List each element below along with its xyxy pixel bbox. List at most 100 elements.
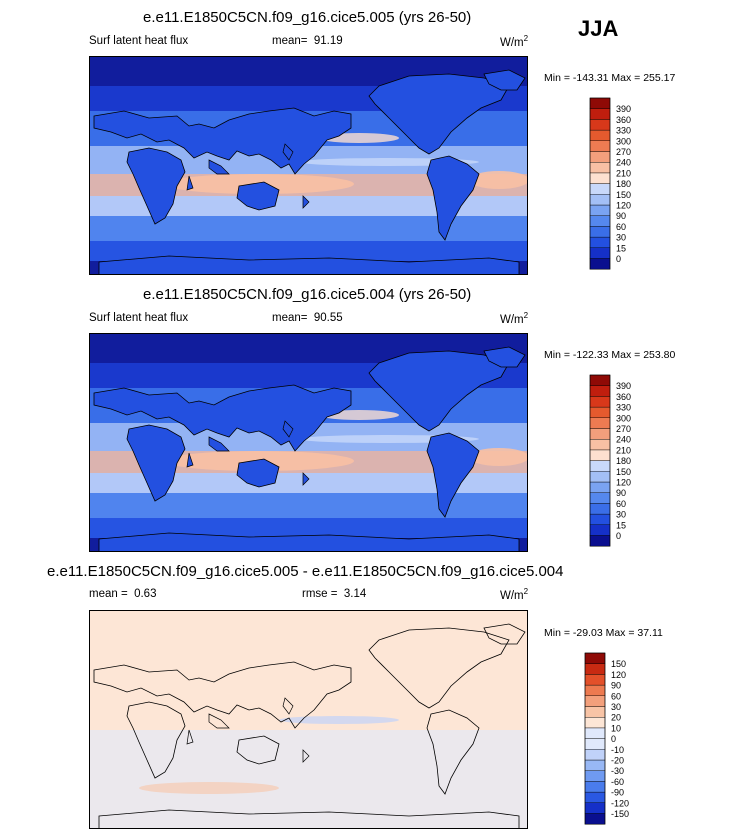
panel3-map <box>89 610 528 829</box>
colorbar-box <box>589 258 611 270</box>
colorbar-tick-label: 0 <box>611 734 616 744</box>
colorbar-tick-label: 390 <box>616 381 631 391</box>
continent-outline <box>126 701 186 779</box>
colorbar-box <box>584 791 606 804</box>
continent-outline <box>368 73 510 155</box>
colorbar-box <box>589 151 611 163</box>
colorbar-box <box>589 194 611 206</box>
colorbar-tick-label: 210 <box>616 445 631 455</box>
colorbar-box <box>589 374 611 386</box>
colorbar-box <box>589 438 611 451</box>
colorbar-tick-label: 240 <box>616 435 631 445</box>
colorbar-box <box>589 460 611 472</box>
colorbar-box <box>589 503 611 515</box>
colorbar-tick-label: 360 <box>616 392 631 402</box>
colorbar-box <box>589 129 611 141</box>
colorbar-box <box>589 481 611 493</box>
colorbar-box <box>584 813 606 825</box>
colorbar-tick-label: 180 <box>616 179 631 189</box>
colorbar-tick-label: 0 <box>616 254 621 264</box>
colorbar-tick-label: 150 <box>611 659 626 669</box>
colorbar-box <box>589 428 611 440</box>
colorbar-tick-label: -30 <box>611 766 624 776</box>
panel3-title: e.e11.E1850C5CN.f09_g16.cice5.005 - e.e1… <box>47 563 564 580</box>
colorbar-tick-label: 0 <box>616 531 621 541</box>
panel2-unit: W/m2 <box>500 311 529 326</box>
panel3-mean-label: mean = <box>89 588 128 600</box>
colorbar-tick-label: 90 <box>611 681 621 691</box>
continent-outline <box>426 709 480 795</box>
panel3-rmse: rmse = 3.14 <box>302 588 366 600</box>
panel2-mean: mean= 90.55 <box>272 312 343 324</box>
colorbar-box <box>589 524 611 536</box>
colorbar-box <box>589 204 611 216</box>
colorbar-box <box>589 449 611 461</box>
colorbar-box <box>584 781 606 793</box>
colorbar-box <box>584 770 606 782</box>
panel2-minmax: Min = -122.33 Max = 253.80 <box>544 349 676 361</box>
colorbar-box <box>589 535 611 547</box>
continent-outline <box>483 69 526 91</box>
continent-outline <box>126 147 186 225</box>
colorbar-tick-label: 300 <box>616 136 631 146</box>
continent-outline <box>368 627 510 709</box>
colorbar-tick-label: 270 <box>616 424 631 434</box>
colorbar-box <box>589 140 611 152</box>
continent-outline <box>236 458 280 488</box>
colorbar-tick-label: 330 <box>616 403 631 413</box>
colorbar-tick-label: 330 <box>616 126 631 136</box>
panel3-mean: mean = 0.63 <box>89 588 156 600</box>
colorbar-box <box>589 406 611 418</box>
colorbar-tick-label: 60 <box>616 499 626 509</box>
colorbar-tick-label: 300 <box>616 413 631 423</box>
panel1-title: e.e11.E1850C5CN.f09_g16.cice5.005 (yrs 2… <box>143 9 472 26</box>
colorbar-tick-label: -10 <box>611 745 624 755</box>
colorbar-box <box>584 674 606 686</box>
colorbar-box <box>584 652 606 664</box>
continent-outline <box>93 661 352 729</box>
colorbar-tick-label: 120 <box>611 670 626 680</box>
colorbar-tick-label: 90 <box>616 211 626 221</box>
continent-outline <box>98 532 520 552</box>
colorbar-box <box>589 97 611 109</box>
colorbar-box <box>589 108 611 120</box>
colorbar-box <box>589 119 611 131</box>
colorbar-box <box>584 738 606 750</box>
colorbar-tick-label: 60 <box>616 222 626 232</box>
colorbar-box <box>584 749 606 761</box>
continent-outline <box>126 424 186 502</box>
colorbar-box <box>589 471 611 483</box>
continent-outline <box>236 735 280 765</box>
continent-outline <box>98 255 520 275</box>
panel2-mean-value: 90.55 <box>313 312 343 324</box>
colorbar-box <box>589 513 611 526</box>
panel2-variable: Surf latent heat flux <box>89 312 189 324</box>
panel1-mean-label: mean= <box>272 35 308 47</box>
colorbar-tick-label: 240 <box>616 158 631 168</box>
colorbar-tick-label: 360 <box>616 115 631 125</box>
colorbar-box <box>589 226 611 238</box>
panel1-variable: Surf latent heat flux <box>89 35 189 47</box>
colorbar-box <box>584 759 606 771</box>
colorbar-box <box>584 706 606 718</box>
colorbar-tick-label: 20 <box>611 713 621 723</box>
continent-outline <box>368 350 510 432</box>
panel3-rmse-label: rmse = <box>302 588 338 600</box>
panel1-unit: W/m2 <box>500 34 529 49</box>
panel1-mean: mean= 91.19 <box>272 35 343 47</box>
continent-outline <box>98 809 520 829</box>
panel2-mean-label: mean= <box>272 312 308 324</box>
colorbar-tick-label: 30 <box>616 233 626 243</box>
colorbar-box <box>584 727 606 739</box>
colorbar-tick-label: 150 <box>616 467 631 477</box>
panel3-minmax: Min = -29.03 Max = 37.11 <box>544 627 663 639</box>
colorbar-tick-label: 30 <box>611 702 621 712</box>
colorbar-box <box>589 183 611 195</box>
colorbar-tick-label: 150 <box>616 190 631 200</box>
colorbar-box <box>589 492 611 504</box>
colorbar-tick-label: -120 <box>611 798 629 808</box>
colorbar-tick-label: 10 <box>611 723 621 733</box>
